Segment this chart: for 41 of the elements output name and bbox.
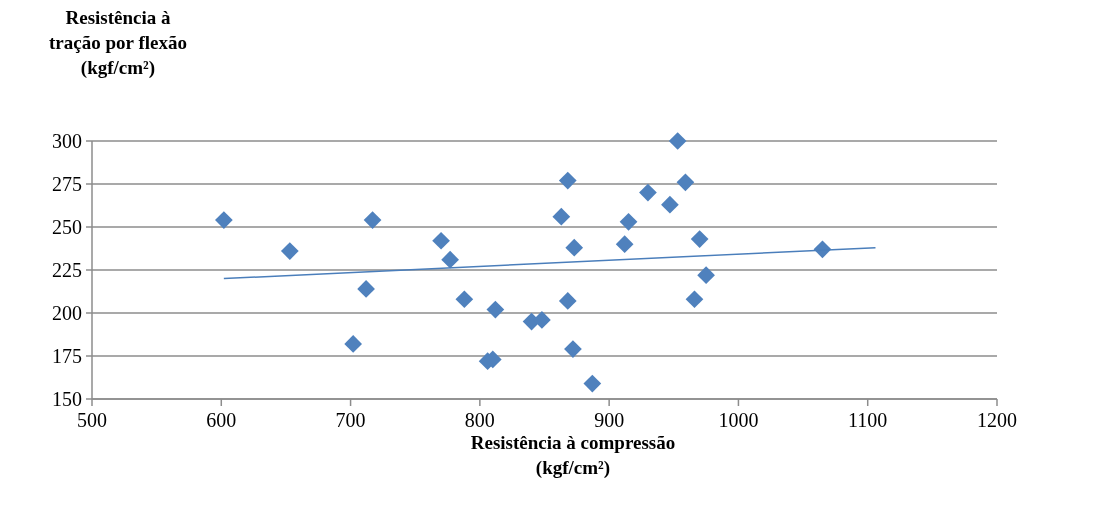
x-tick-label: 900 <box>594 409 625 431</box>
point <box>558 171 577 190</box>
x-tick-label: 600 <box>206 409 237 431</box>
y-tick-label: 200 <box>52 302 82 324</box>
x-tick-label: 1200 <box>977 409 1017 431</box>
x-tick-label: 500 <box>77 409 107 431</box>
x-axis-title: Resistência à compressão (kgf/cm²) <box>470 432 676 479</box>
point <box>697 266 715 285</box>
point <box>661 195 679 214</box>
point <box>441 250 459 269</box>
x-tick-label: 700 <box>335 409 366 431</box>
y-tick-label: 175 <box>52 345 82 367</box>
point <box>564 340 582 358</box>
y-tick-label: 275 <box>52 173 82 195</box>
point <box>432 231 450 250</box>
x-tick-label: 800 <box>464 409 495 431</box>
point <box>357 280 375 298</box>
point <box>486 300 505 319</box>
point <box>583 374 602 393</box>
y-tick-label: 300 <box>52 130 82 152</box>
point <box>280 242 299 260</box>
y-axis-title: Resistência à tração por flexão (kgf/cm²) <box>49 7 187 79</box>
point <box>668 132 687 150</box>
point <box>215 211 233 229</box>
point <box>455 290 474 309</box>
point <box>363 211 382 229</box>
x-tick-label: 1100 <box>848 409 888 431</box>
y-tick-label: 250 <box>52 216 82 238</box>
point <box>676 173 695 192</box>
point <box>558 292 577 310</box>
point <box>344 335 363 353</box>
point <box>685 290 704 309</box>
point <box>690 230 709 248</box>
point <box>619 212 638 231</box>
y-tick-label: 225 <box>52 259 82 281</box>
point <box>552 207 571 226</box>
point <box>639 183 657 202</box>
y-tick-label: 150 <box>52 388 82 410</box>
x-tick-label: 1000 <box>718 409 759 431</box>
point <box>615 235 634 254</box>
point <box>565 238 584 257</box>
